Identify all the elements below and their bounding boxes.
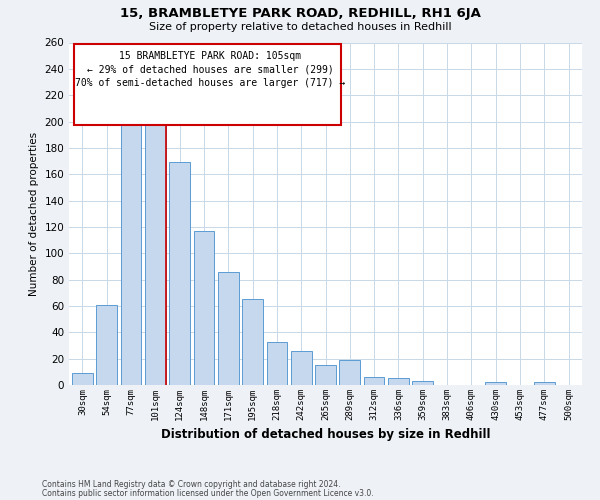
- Bar: [412, 381, 433, 385]
- Bar: [72, 373, 93, 385]
- Bar: [315, 365, 336, 385]
- Bar: [194, 231, 214, 385]
- Bar: [121, 115, 142, 385]
- Text: Contains public sector information licensed under the Open Government Licence v3: Contains public sector information licen…: [42, 488, 374, 498]
- Bar: [291, 351, 311, 385]
- Text: Size of property relative to detached houses in Redhill: Size of property relative to detached ho…: [149, 22, 451, 32]
- Bar: [364, 377, 385, 385]
- Bar: [340, 360, 360, 385]
- Bar: [169, 162, 190, 385]
- Text: ← 29% of detached houses are smaller (299): ← 29% of detached houses are smaller (29…: [87, 65, 334, 75]
- Bar: [388, 378, 409, 385]
- Text: 15, BRAMBLETYE PARK ROAD, REDHILL, RH1 6JA: 15, BRAMBLETYE PARK ROAD, REDHILL, RH1 6…: [119, 8, 481, 20]
- Bar: [485, 382, 506, 385]
- Bar: [145, 110, 166, 385]
- Text: 70% of semi-detached houses are larger (717) →: 70% of semi-detached houses are larger (…: [75, 78, 345, 88]
- Bar: [266, 342, 287, 385]
- Bar: [218, 272, 239, 385]
- Bar: [534, 382, 554, 385]
- FancyBboxPatch shape: [74, 44, 341, 124]
- Y-axis label: Number of detached properties: Number of detached properties: [29, 132, 39, 296]
- Bar: [97, 304, 117, 385]
- Bar: [242, 300, 263, 385]
- Text: 15 BRAMBLETYE PARK ROAD: 105sqm: 15 BRAMBLETYE PARK ROAD: 105sqm: [119, 51, 301, 61]
- X-axis label: Distribution of detached houses by size in Redhill: Distribution of detached houses by size …: [161, 428, 490, 442]
- Text: Contains HM Land Registry data © Crown copyright and database right 2024.: Contains HM Land Registry data © Crown c…: [42, 480, 341, 489]
